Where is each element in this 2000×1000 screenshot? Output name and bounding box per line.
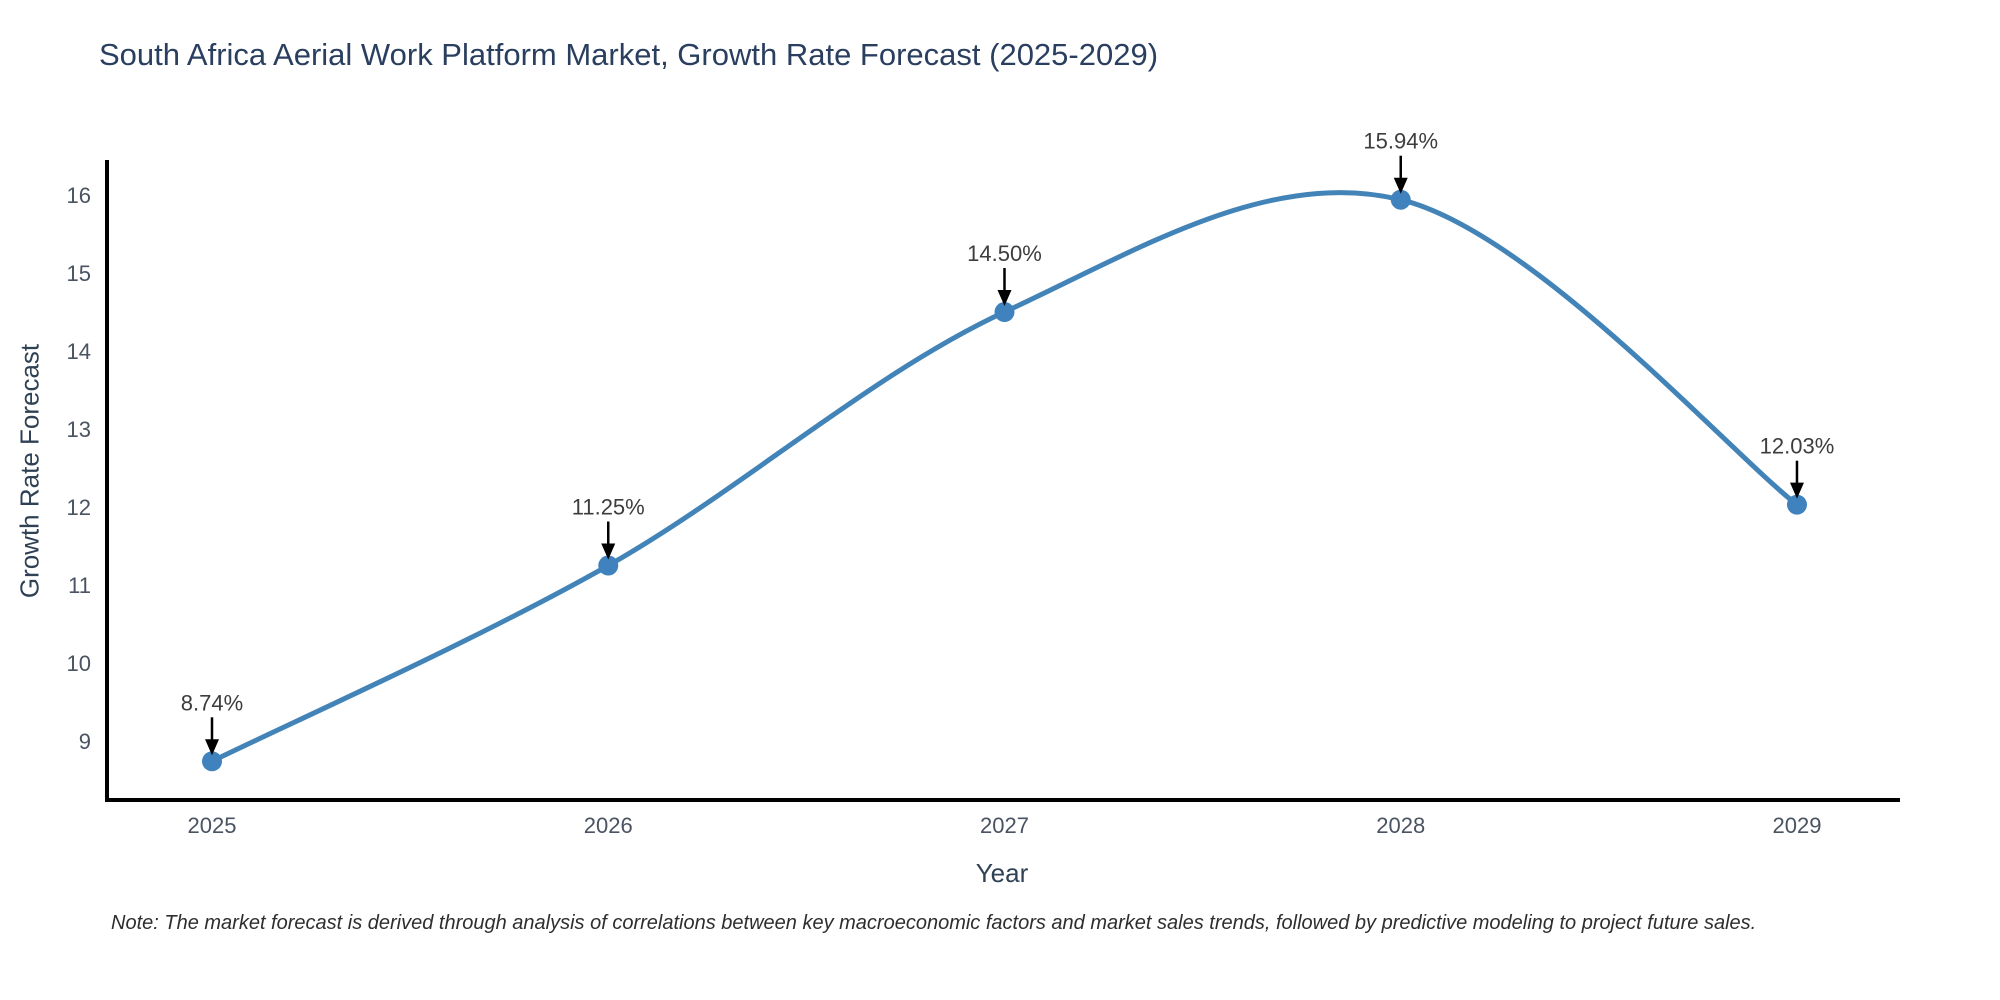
x-tick-label: 2029 [1773, 813, 1822, 838]
data-point[interactable] [1390, 189, 1411, 210]
data-point-label: 14.50% [967, 241, 1042, 266]
y-tick-label: 13 [67, 417, 91, 442]
annotation-arrowhead-icon [1789, 482, 1804, 499]
data-point[interactable] [1786, 494, 1807, 515]
data-point-label: 15.94% [1363, 129, 1438, 154]
data-point[interactable] [202, 751, 223, 772]
data-point-label: 8.74% [181, 690, 243, 715]
y-tick-label: 15 [67, 261, 91, 286]
y-tick-label: 10 [67, 651, 91, 676]
x-tick-label: 2027 [980, 813, 1029, 838]
x-axis-title: Year [975, 858, 1029, 888]
data-point-label: 12.03% [1760, 434, 1835, 459]
annotation-arrowhead-icon [601, 543, 616, 560]
y-tick-label: 9 [79, 729, 91, 754]
y-axis-title: Growth Rate Forecast [14, 343, 45, 599]
y-tick-label: 14 [67, 339, 91, 364]
x-tick-label: 2026 [584, 813, 633, 838]
data-point[interactable] [994, 302, 1015, 323]
x-tick-label: 2028 [1376, 813, 1425, 838]
data-point[interactable] [598, 555, 619, 576]
annotation-arrowhead-icon [997, 290, 1012, 307]
data-point-label: 11.25% [572, 495, 645, 520]
y-tick-label: 11 [68, 573, 91, 598]
y-tick-label: 16 [67, 183, 91, 208]
annotation-arrowhead-icon [205, 739, 220, 756]
y-tick-label: 12 [67, 495, 91, 520]
x-tick-label: 2025 [188, 813, 237, 838]
footnote: Note: The market forecast is derived thr… [111, 912, 1757, 934]
chart-title: South Africa Aerial Work Platform Market… [99, 37, 1159, 72]
annotation-arrowhead-icon [1393, 177, 1408, 194]
